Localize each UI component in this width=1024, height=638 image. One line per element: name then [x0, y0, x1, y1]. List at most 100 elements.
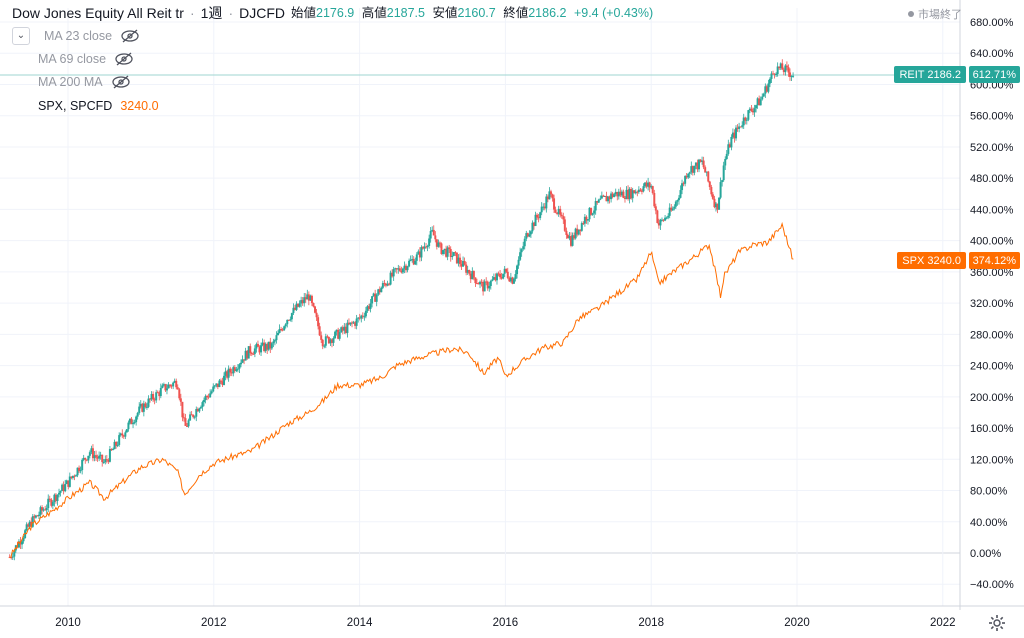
candle-body	[448, 247, 451, 250]
candle-body	[91, 448, 94, 459]
candle-body	[62, 484, 65, 492]
price-axis[interactable]: 680.00%640.00%600.00%560.00%520.00%480.0…	[970, 17, 1014, 591]
collapse-legend-button[interactable]: ⌄	[12, 27, 30, 45]
candle-body	[201, 402, 204, 408]
candle-body	[443, 248, 446, 251]
candle-body	[651, 186, 654, 193]
symbol-title[interactable]: Dow Jones Equity All Reit tr	[12, 5, 184, 21]
candle-body	[630, 188, 633, 199]
indicator-label[interactable]: MA 69 close	[38, 52, 107, 66]
candle-body	[599, 198, 602, 200]
candle-body	[181, 401, 184, 418]
candle-body	[272, 341, 275, 344]
candle-body	[74, 475, 77, 477]
candle-body	[502, 273, 505, 279]
candle-body	[31, 516, 34, 527]
eye-off-icon[interactable]	[114, 52, 134, 66]
candle-body	[664, 217, 667, 221]
candle-body	[156, 392, 159, 394]
indicator-row[interactable]: MA 200 MA	[12, 73, 653, 91]
candle-body	[27, 524, 30, 527]
y-tick-label: 80.00%	[970, 486, 1008, 498]
candle-body	[76, 467, 79, 476]
candle-body	[465, 264, 468, 273]
candle-body	[730, 136, 733, 148]
compare-symbol-row[interactable]: SPX, SPCFD 3240.0	[12, 97, 653, 115]
candle-body	[22, 538, 25, 542]
candle-body	[290, 313, 293, 320]
candle-body	[509, 277, 512, 282]
y-tick-label: 520.00%	[970, 142, 1014, 154]
indicator-row[interactable]: MA 69 close	[12, 50, 653, 68]
eye-off-icon[interactable]	[120, 29, 140, 43]
candle-body	[792, 75, 795, 77]
candle-body	[716, 203, 719, 210]
candle-body	[124, 432, 127, 437]
candle-body	[152, 393, 155, 400]
time-axis[interactable]: 2010 2012 2014 2016 2018 2020 2022	[55, 617, 955, 629]
y-tick-label: 160.00%	[970, 423, 1014, 435]
candle-body	[358, 317, 361, 319]
candle-body	[637, 189, 640, 193]
candle-body	[28, 521, 31, 527]
candle-body	[238, 364, 241, 369]
candle-body	[691, 166, 694, 173]
candle-body	[648, 182, 651, 188]
candle-body	[343, 326, 346, 331]
candle-body	[667, 215, 670, 218]
candle-body	[702, 160, 705, 168]
candle-body	[11, 556, 14, 558]
candle-body	[384, 283, 387, 286]
candle-body	[218, 380, 221, 388]
open-value: 2176.9	[316, 6, 355, 20]
eye-off-icon[interactable]	[111, 75, 131, 89]
candle-body	[596, 201, 599, 203]
candle-body	[380, 287, 383, 293]
candle-body	[676, 200, 679, 202]
candle-body	[53, 494, 56, 503]
candle-body	[590, 207, 593, 215]
candle-body	[378, 289, 381, 293]
candle-body	[162, 384, 165, 386]
indicator-row[interactable]: ⌄ MA 23 close	[12, 27, 653, 45]
candle-body	[432, 229, 435, 236]
y-tick-label: 440.00%	[970, 204, 1014, 216]
candle-body	[562, 216, 565, 220]
spx-price-tag: SPX 3240.0	[897, 252, 966, 269]
candle-body	[395, 268, 398, 270]
candle-body	[10, 557, 13, 559]
indicator-label[interactable]: MA 200 MA	[38, 75, 103, 89]
compare-symbol-label[interactable]: SPX, SPCFD	[38, 99, 113, 113]
symbol-header[interactable]: Dow Jones Equity All Reit tr · 1週 · DJCF…	[12, 4, 653, 22]
candle-body	[293, 307, 296, 310]
candle-body	[755, 105, 758, 109]
candle-body	[445, 248, 448, 257]
candle-body	[209, 393, 212, 398]
candle-body	[681, 183, 684, 191]
indicator-label[interactable]: MA 23 close	[44, 29, 113, 43]
candle-body	[213, 385, 216, 387]
interval-label[interactable]: 1週	[200, 5, 223, 21]
x-tick-label: 2018	[638, 617, 664, 629]
candle-body	[682, 183, 685, 185]
candle-body	[321, 339, 324, 347]
candle-body	[718, 197, 721, 210]
candle-body	[421, 247, 424, 249]
change-value: +9.4 (+0.43%)	[573, 6, 654, 20]
candle-body	[161, 385, 164, 388]
candle-body	[226, 371, 229, 378]
candle-body	[195, 409, 198, 417]
candle-body	[377, 289, 380, 295]
candle-body	[520, 249, 523, 253]
candle-body	[50, 499, 53, 506]
candle-body	[223, 375, 226, 385]
candle-body	[122, 435, 125, 437]
candle-body	[261, 342, 264, 346]
gear-icon[interactable]	[988, 614, 1006, 632]
candle-body	[267, 341, 270, 350]
candle-body	[173, 380, 176, 383]
candle-body	[341, 327, 344, 331]
candle-body	[244, 350, 247, 361]
candle-body	[403, 265, 406, 269]
